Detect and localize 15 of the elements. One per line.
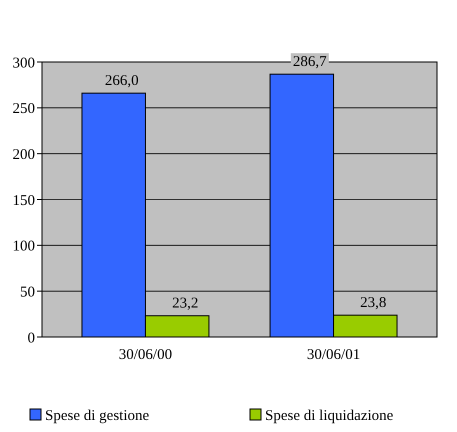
- x-tick-label: 30/06/01: [306, 347, 360, 363]
- data-label: 286,7: [292, 54, 328, 70]
- x-tick-label: 30/06/00: [118, 347, 172, 363]
- y-tick-label: 200: [12, 146, 35, 163]
- legend-label: Spese di gestione: [45, 408, 150, 424]
- legend-label: Spese di liquidazione: [265, 408, 394, 424]
- y-tick-label: 250: [12, 101, 35, 118]
- y-tick-label: 100: [12, 238, 35, 255]
- data-label: 266,0: [104, 73, 139, 90]
- y-tick-label: 50: [20, 284, 35, 300]
- y-tick-label: 0: [28, 330, 35, 346]
- y-tick-label: 300: [12, 55, 35, 72]
- y-tick-label: 150: [12, 192, 35, 209]
- data-label: 23,2: [172, 296, 198, 312]
- data-label: 23,8: [360, 295, 386, 312]
